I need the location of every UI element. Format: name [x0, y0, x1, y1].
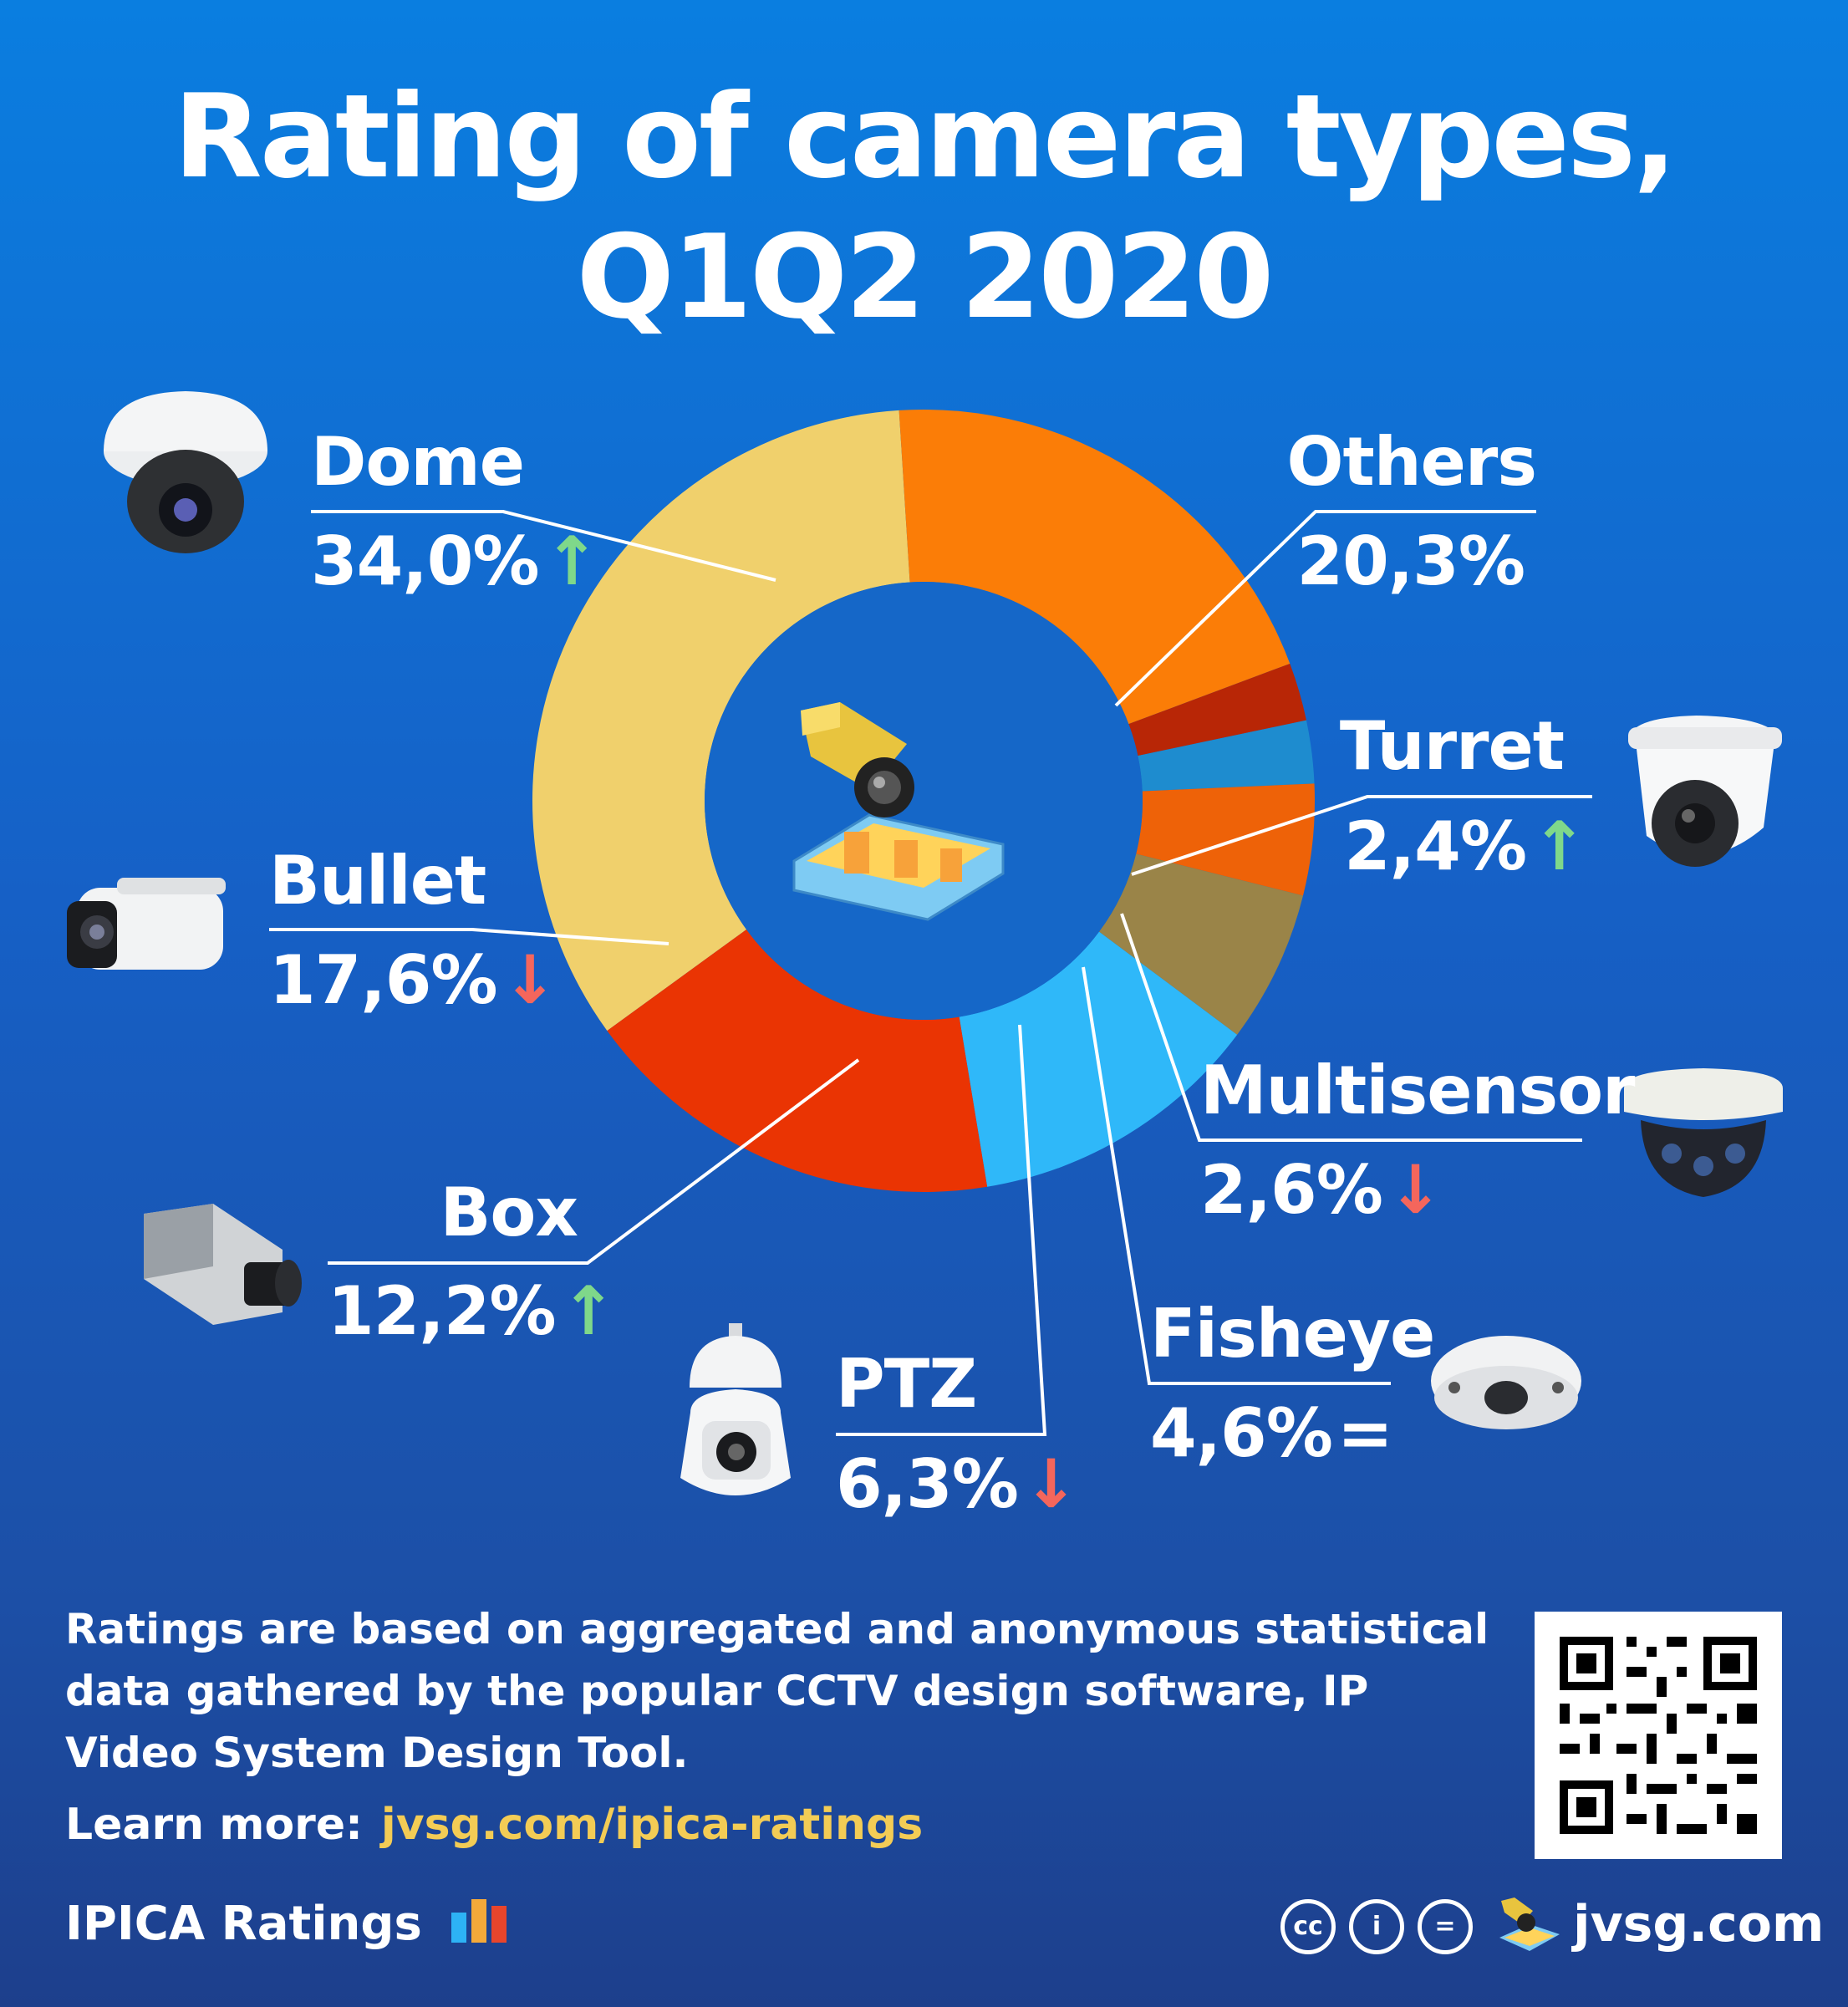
site-link[interactable]: jvsg.com — [1573, 1895, 1825, 1954]
donut-slices — [532, 409, 1315, 1192]
leader-line-box — [328, 1058, 860, 1265]
label-multisensor-name: Multisensor — [1200, 1052, 1636, 1129]
multisensor-camera-icon — [1624, 1068, 1783, 1197]
label-ptz-name: PTZ — [836, 1345, 977, 1423]
center-camera-icon — [792, 702, 1005, 921]
nd-license-icon: = — [1418, 1899, 1473, 1954]
label-multisensor-value-row: 2,6%↓ — [1200, 1150, 1443, 1230]
label-multisensor-value: 2,6% — [1200, 1151, 1383, 1229]
slice-bullet — [607, 929, 988, 1192]
label-fisheye-name: Fisheye — [1150, 1295, 1435, 1373]
label-turret-name: Turret — [1339, 707, 1565, 785]
donut-hole — [705, 582, 1143, 1020]
slice-turret — [1128, 663, 1306, 756]
label-turret-value: 2,4% — [1344, 807, 1527, 885]
learn-more-link[interactable]: jvsg.com/ipica-ratings — [380, 1800, 924, 1850]
bar-chart-logo-icon — [451, 1899, 507, 1943]
label-box-value: 12,2% — [328, 1272, 557, 1350]
title-line-2: Q1Q2 2020 — [576, 210, 1275, 344]
jvsg-logo-icon — [1499, 1897, 1560, 1951]
brand-name: IPICA Ratings — [65, 1897, 422, 1951]
leader-line-dome — [311, 510, 776, 582]
brand: IPICA Ratings — [65, 1891, 510, 1958]
cc-license-icon: cc — [1280, 1899, 1336, 1954]
trend-up-icon: ↑ — [560, 1272, 617, 1350]
label-turret-value-row: 2,4%↑ — [1344, 807, 1587, 887]
label-fisheye-value: 4,6% — [1150, 1394, 1333, 1472]
title-line-1: Rating of camera types, — [173, 69, 1677, 204]
slice-ptz — [1099, 853, 1304, 1035]
by-license-icon: i — [1349, 1899, 1404, 1954]
fisheye-camera-icon — [1431, 1336, 1581, 1429]
label-fisheye-value-row: 4,6%= — [1150, 1393, 1393, 1474]
learn-more-label: Learn more: — [65, 1800, 363, 1850]
label-dome-name: Dome — [311, 423, 525, 501]
slice-multisensor — [1138, 720, 1315, 792]
leader-line-others — [1114, 510, 1536, 707]
label-others-name: Others — [1286, 423, 1537, 501]
turret-camera-icon — [1628, 716, 1782, 867]
leader-line-bullet — [269, 928, 669, 945]
leader-lines — [269, 510, 1592, 1436]
trend-up-icon: ↑ — [1530, 807, 1587, 885]
dome-camera-icon — [104, 391, 267, 553]
trend-down-icon: ↓ — [1022, 1445, 1079, 1523]
label-dome-value-row: 34,0%↑ — [311, 522, 600, 602]
leader-line-ptz — [836, 1024, 1047, 1436]
trend-equal-icon: = — [1336, 1394, 1393, 1472]
box-camera-icon — [144, 1204, 302, 1325]
qr-code-icon — [1535, 1612, 1782, 1859]
learn-more: Learn more: jvsg.com/ipica-ratings — [65, 1796, 923, 1854]
chart-title: Rating of camera types, Q1Q2 2020 — [0, 67, 1848, 348]
slice-dome — [532, 410, 910, 1032]
label-ptz-value: 6,3% — [836, 1445, 1019, 1523]
slice-fisheye — [1136, 783, 1315, 896]
label-box-name: Box — [440, 1174, 578, 1251]
leader-line-turret — [1131, 795, 1592, 876]
trend-down-icon: ↓ — [1387, 1151, 1443, 1229]
trend-down-icon: ↓ — [501, 941, 558, 1019]
label-box-value-row: 12,2%↑ — [328, 1271, 617, 1352]
label-ptz-value-row: 6,3%↓ — [836, 1444, 1079, 1525]
label-dome-value: 34,0% — [311, 522, 540, 600]
footer-note: Ratings are based on aggregated and anon… — [65, 1605, 1489, 1777]
leader-line-multisensor — [1120, 913, 1582, 1142]
label-bullet-value: 17,6% — [269, 941, 498, 1019]
slice-others — [899, 409, 1291, 725]
bullet-camera-icon — [67, 878, 226, 970]
leader-line-fisheye — [1082, 966, 1391, 1385]
label-others-value: 20,3% — [1296, 522, 1525, 600]
trend-up-icon: ↑ — [543, 522, 600, 600]
ptz-camera-icon — [680, 1323, 791, 1495]
label-bullet-name: Bullet — [269, 842, 486, 919]
label-bullet-value-row: 17,6%↓ — [269, 940, 558, 1021]
